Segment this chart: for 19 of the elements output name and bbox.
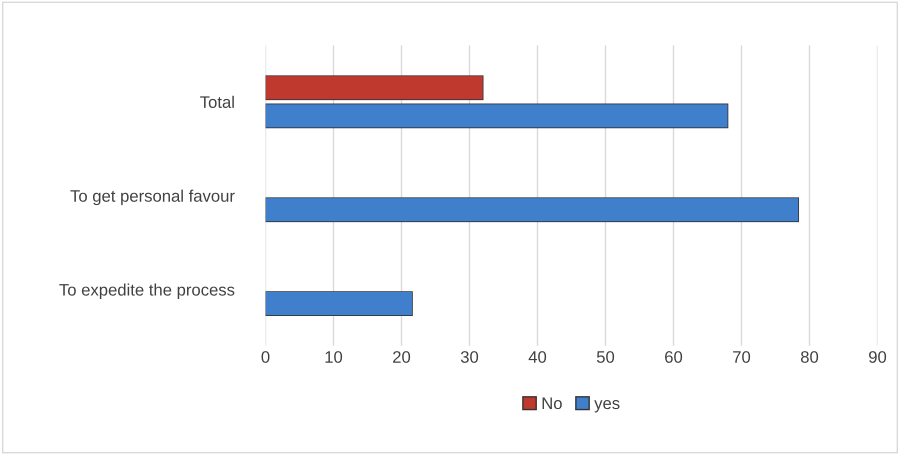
x-tick-label: 80 [800,351,818,363]
x-tick-label: 60 [665,351,682,363]
bar [266,291,413,316]
y-tick-label: Total [200,96,234,108]
x-tick-label: 50 [596,351,614,363]
bar [266,104,728,128]
x-tick-label: 70 [733,351,750,363]
bar [266,197,800,222]
y-tick-label: To get personal favour [70,190,235,206]
y-tick-label: To expedite the process [59,283,234,299]
legend-label: yes [594,400,620,412]
legend-label: No [542,398,562,410]
x-tick-label: 0 [262,351,270,363]
x-tick-label: 10 [326,351,342,363]
bar [266,75,484,100]
x-tick-label: 90 [869,351,886,363]
x-tick-label: 40 [528,351,546,363]
x-tick-label: 30 [460,351,478,363]
x-tick-label: 20 [393,351,410,363]
